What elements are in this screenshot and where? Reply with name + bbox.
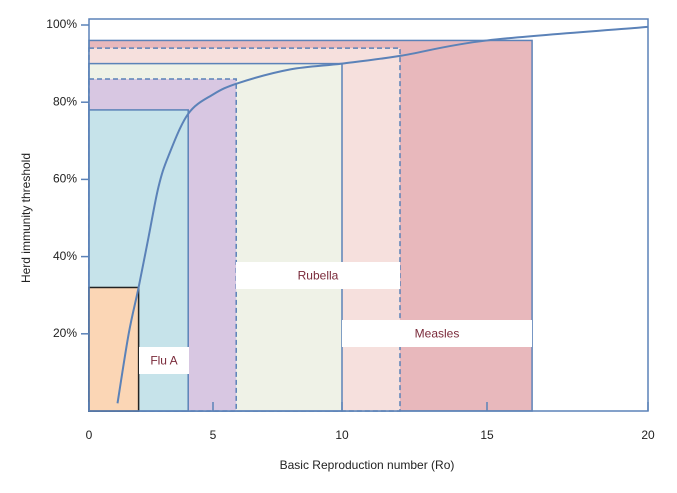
plot-frame xyxy=(88,18,649,412)
x-tick-label: 20 xyxy=(641,428,655,442)
threshold-curve xyxy=(116,25,649,404)
x-tick-label: 10 xyxy=(335,428,349,442)
label-box xyxy=(139,347,189,374)
region-label: Measles xyxy=(415,327,460,341)
label-box xyxy=(236,262,400,289)
x-tick-label: 0 xyxy=(86,428,93,442)
y-tick-label: 80% xyxy=(53,94,77,108)
x-tick-label: 5 xyxy=(210,428,217,442)
y-tick-label: 20% xyxy=(53,326,77,340)
x-tick-label: 15 xyxy=(480,428,494,442)
region-label: Flu A xyxy=(150,354,177,368)
y-axis-label: Herd immunity threshold xyxy=(19,153,33,283)
y-tick-label: 40% xyxy=(53,249,77,263)
y-tick-label: 100% xyxy=(46,17,77,31)
y-tick-label: 60% xyxy=(53,172,77,186)
label-box xyxy=(342,320,532,347)
x-axis-label: Basic Reproduction number (Ro) xyxy=(280,458,455,472)
region-label: Rubella xyxy=(298,269,339,283)
region xyxy=(88,286,140,412)
